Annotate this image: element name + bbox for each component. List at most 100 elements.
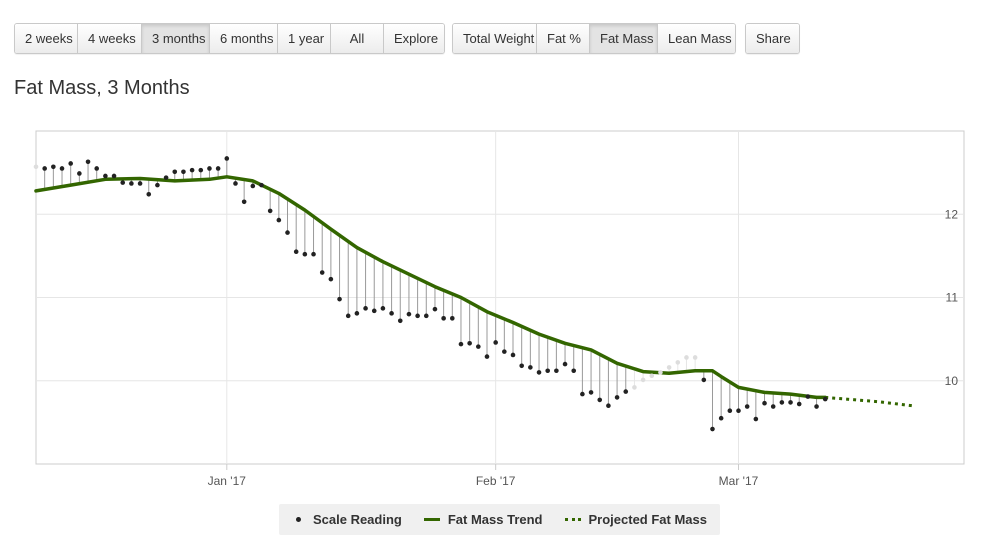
scale-reading-point[interactable] xyxy=(423,313,429,319)
scale-reading-point[interactable] xyxy=(120,180,126,185)
scale-reading-point[interactable] xyxy=(545,368,551,374)
scale-reading-point[interactable] xyxy=(189,167,195,173)
scale-reading-point[interactable] xyxy=(77,171,82,176)
scale-reading-point[interactable] xyxy=(363,306,368,311)
scale-reading-point[interactable] xyxy=(640,377,646,383)
scale-reading-point[interactable] xyxy=(207,166,212,171)
scale-reading-point[interactable] xyxy=(302,251,308,257)
scale-reading-point[interactable] xyxy=(33,164,39,170)
scale-reading-point[interactable] xyxy=(562,361,568,367)
legend-item-scale-reading[interactable]: Scale Reading xyxy=(292,512,402,527)
scale-reading-point[interactable] xyxy=(502,349,507,354)
scale-reading-point[interactable] xyxy=(285,230,290,235)
scale-reading-point[interactable] xyxy=(727,408,733,414)
fat-mass-trend-line[interactable] xyxy=(34,175,827,400)
scale-reading-point[interactable] xyxy=(666,365,672,370)
scale-reading-point[interactable] xyxy=(267,208,273,214)
scale-reading-point[interactable] xyxy=(649,373,655,379)
metric-fat-mass-button[interactable]: Fat Mass xyxy=(590,24,658,53)
scale-reading-point[interactable] xyxy=(554,368,559,374)
scale-reading-point[interactable] xyxy=(380,306,386,311)
scale-reading-point[interactable] xyxy=(198,167,204,173)
scale-reading-point[interactable] xyxy=(692,355,698,360)
scale-reading-point[interactable] xyxy=(441,316,446,321)
range-3-months-button[interactable]: 3 months xyxy=(142,24,210,53)
scale-reading-point[interactable] xyxy=(658,370,663,375)
scale-reading-point[interactable] xyxy=(129,181,134,186)
scale-reading-point[interactable] xyxy=(85,159,91,165)
scale-reading-point[interactable] xyxy=(345,313,351,319)
scale-reading-point[interactable] xyxy=(736,408,741,414)
scale-reading-point[interactable] xyxy=(233,181,238,186)
scale-reading-point[interactable] xyxy=(484,354,490,359)
scale-reading-point[interactable] xyxy=(623,389,629,394)
scale-reading-point[interactable] xyxy=(770,404,776,409)
scale-reading-point[interactable] xyxy=(250,183,256,189)
legend-item-projected-fat-mass[interactable]: Projected Fat Mass xyxy=(564,512,707,527)
scale-reading-point[interactable] xyxy=(458,341,464,347)
scale-reading-point[interactable] xyxy=(606,403,611,409)
scale-reading-point[interactable] xyxy=(571,368,577,374)
scale-reading-point[interactable] xyxy=(389,311,394,316)
scale-reading-point[interactable] xyxy=(753,416,759,422)
scale-reading-point[interactable] xyxy=(822,396,828,402)
scale-reading-point[interactable] xyxy=(311,251,316,257)
scale-reading-point[interactable] xyxy=(536,370,542,375)
scale-reading-point[interactable] xyxy=(415,313,420,319)
scale-reading-point[interactable] xyxy=(163,175,169,180)
scale-reading-point[interactable] xyxy=(293,249,299,255)
scale-reading-point[interactable] xyxy=(215,166,221,171)
scale-reading-point[interactable] xyxy=(597,397,603,403)
scale-reading-point[interactable] xyxy=(510,352,516,358)
range-6-months-button[interactable]: 6 months xyxy=(210,24,278,53)
scale-reading-point[interactable] xyxy=(181,169,186,175)
scale-reading-point[interactable] xyxy=(224,156,230,161)
scale-reading-point[interactable] xyxy=(814,404,819,409)
scale-reading-point[interactable] xyxy=(328,276,334,282)
scale-reading-point[interactable] xyxy=(762,400,767,406)
scale-reading-point[interactable] xyxy=(276,217,282,223)
scale-reading-point[interactable] xyxy=(718,415,724,421)
scale-reading-point[interactable] xyxy=(432,306,438,312)
scale-reading-point[interactable] xyxy=(406,311,412,317)
scale-reading-point[interactable] xyxy=(449,316,455,321)
scale-reading-point[interactable] xyxy=(137,181,143,186)
scale-reading-point[interactable] xyxy=(632,385,637,390)
scale-reading-point[interactable] xyxy=(684,355,689,360)
scale-reading-point[interactable] xyxy=(675,360,681,365)
scale-reading-point[interactable] xyxy=(42,166,47,171)
scale-reading-point[interactable] xyxy=(528,365,533,370)
range-explore-button[interactable]: Explore xyxy=(384,24,444,53)
scale-reading-point[interactable] xyxy=(241,199,247,205)
range-all-button[interactable]: All xyxy=(331,24,384,53)
scale-reading-point[interactable] xyxy=(371,308,377,314)
scale-reading-point[interactable] xyxy=(397,318,403,324)
scale-reading-point[interactable] xyxy=(259,182,264,188)
scale-reading-point[interactable] xyxy=(111,173,117,179)
scale-reading-point[interactable] xyxy=(614,395,620,400)
scale-reading-point[interactable] xyxy=(155,182,160,188)
scale-reading-point[interactable] xyxy=(319,270,325,275)
scale-reading-point[interactable] xyxy=(788,400,793,405)
scale-reading-point[interactable] xyxy=(51,164,56,170)
scale-reading-point[interactable] xyxy=(796,401,802,407)
scale-reading-point[interactable] xyxy=(337,296,342,302)
range-4-weeks-button[interactable]: 4 weeks xyxy=(78,24,142,53)
scale-reading-point[interactable] xyxy=(710,426,715,432)
share-button[interactable]: Share xyxy=(746,24,799,53)
scale-reading-point[interactable] xyxy=(68,161,73,166)
scale-reading-point[interactable] xyxy=(172,169,178,175)
scale-reading-point[interactable] xyxy=(744,404,750,409)
metric-total-weight-button[interactable]: Total Weight xyxy=(453,24,537,53)
metric-fat-pct-button[interactable]: Fat % xyxy=(537,24,590,53)
scale-reading-point[interactable] xyxy=(146,191,152,197)
scale-reading-point[interactable] xyxy=(476,344,481,349)
scale-reading-point[interactable] xyxy=(94,166,100,171)
range-2-weeks-button[interactable]: 2 weeks xyxy=(15,24,78,53)
scale-reading-point[interactable] xyxy=(701,377,707,383)
scale-reading-point[interactable] xyxy=(805,394,811,399)
scale-reading-point[interactable] xyxy=(493,340,498,345)
range-1-year-button[interactable]: 1 year xyxy=(278,24,331,53)
scale-reading-point[interactable] xyxy=(519,363,524,369)
projected-fat-mass-line[interactable] xyxy=(825,395,913,408)
